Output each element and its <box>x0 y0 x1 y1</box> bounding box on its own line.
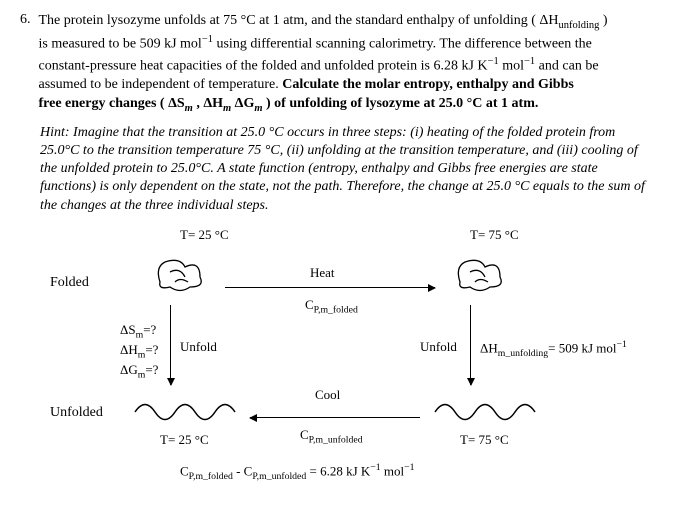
heat-arrow <box>225 287 435 288</box>
text: constant-pressure heat capacities of the… <box>39 58 488 73</box>
text: is measured to be 509 kJ mol <box>39 37 202 52</box>
hint-line: the unfolded protein to 25.0°C. A state … <box>40 160 680 178</box>
sub: m <box>223 103 231 114</box>
text: and can be <box>535 58 598 73</box>
cool-text: Cool <box>315 387 340 403</box>
heat-text: Heat <box>310 265 335 281</box>
sub: P,m_unfolded <box>252 471 306 482</box>
delta-values: ΔSm=? ΔHm=? ΔGm=? <box>120 322 158 383</box>
sub: m <box>254 103 262 114</box>
unfold-text-right: Unfold <box>420 339 457 355</box>
temp-bottom-right: T= 75 °C <box>460 432 509 448</box>
folded-protein-icon <box>150 252 210 297</box>
unfold-text-left: Unfold <box>180 339 217 355</box>
hint-block: Hint: Imagine that the transition at 25.… <box>40 124 680 215</box>
sup: −1 <box>202 34 213 45</box>
text: The protein lysozyme unfolds at 75 °C at… <box>39 13 559 28</box>
t: C <box>300 427 309 442</box>
hint-line: functions) is only dependent on the stat… <box>40 178 680 196</box>
cp-difference-equation: CP,m_folded - CP,m_unfolded = 6.28 kJ K−… <box>180 462 415 482</box>
cp-unfolded: CP,m_unfolded <box>300 427 363 446</box>
hint-line: 25.0°C to the transition temperature 75 … <box>40 142 680 160</box>
text: ) <box>599 13 607 28</box>
t: ΔH <box>480 340 498 355</box>
text: mol <box>499 58 524 73</box>
text: assumed to be independent of temperature… <box>39 77 283 92</box>
hint-line: Hint: Imagine that the transition at 25.… <box>40 124 680 142</box>
sup: −1 <box>404 462 414 473</box>
question-block: 6. The protein lysozyme unfolds at 75 °C… <box>20 12 680 116</box>
text: using differential scanning calorimetry.… <box>213 37 592 52</box>
question-text: The protein lysozyme unfolds at 75 °C at… <box>39 12 608 116</box>
cool-arrow <box>250 417 420 418</box>
t: = 509 kJ mol <box>548 340 616 355</box>
unfold-arrow-left <box>170 305 171 385</box>
temp-label-right: T= 75 °C <box>470 227 519 243</box>
folded-protein-icon <box>450 252 510 297</box>
t: =? <box>145 362 158 377</box>
t: ΔH <box>120 342 138 357</box>
unfolded-protein-icon <box>130 392 240 427</box>
thermodynamic-cycle-diagram: T= 25 °C T= 75 °C Folded Heat CP,m_folde… <box>50 227 690 507</box>
unfolded-label: Unfolded <box>50 405 103 421</box>
unfold-arrow-right <box>470 305 471 385</box>
temp-bottom-left: T= 25 °C <box>160 432 209 448</box>
hint-line: the changes at the three individual step… <box>40 197 680 215</box>
t: C <box>180 463 189 478</box>
t: ΔG <box>231 96 254 111</box>
bold-text: free energy changes ( ΔSm , ΔHm ΔGm ) of… <box>39 96 539 111</box>
t: ΔS <box>120 322 136 337</box>
t: = 6.28 kJ K <box>306 463 370 478</box>
t: =? <box>143 322 156 337</box>
t: , ΔH <box>193 96 223 111</box>
sub: P,m_folded <box>314 304 358 315</box>
sup: −1 <box>488 56 499 67</box>
cp-folded: CP,m_folded <box>305 297 358 316</box>
t: =? <box>145 342 158 357</box>
sub: P,m_unfolded <box>309 434 363 445</box>
question-number: 6. <box>20 12 31 116</box>
sub: unfolding <box>559 20 600 31</box>
t: mol <box>381 463 404 478</box>
sub: P,m_folded <box>189 471 233 482</box>
t: - C <box>233 463 253 478</box>
sub: m_unfolding <box>498 348 548 359</box>
t: ΔG <box>120 362 138 377</box>
unfolded-protein-icon <box>430 392 540 427</box>
sup: −1 <box>524 56 535 67</box>
folded-label: Folded <box>50 275 89 291</box>
dh-unfolding: ΔHm_unfolding= 509 kJ mol−1 <box>480 339 627 359</box>
t: free energy changes ( ΔS <box>39 96 185 111</box>
sup: −1 <box>617 339 627 350</box>
t: ) of unfolding of lysozyme at 25.0 °C at… <box>263 96 539 111</box>
bold-text: Calculate the molar entropy, enthalpy an… <box>282 77 574 92</box>
sup: −1 <box>370 462 380 473</box>
temp-label-left: T= 25 °C <box>180 227 229 243</box>
t: C <box>305 297 314 312</box>
sub: m <box>185 103 193 114</box>
